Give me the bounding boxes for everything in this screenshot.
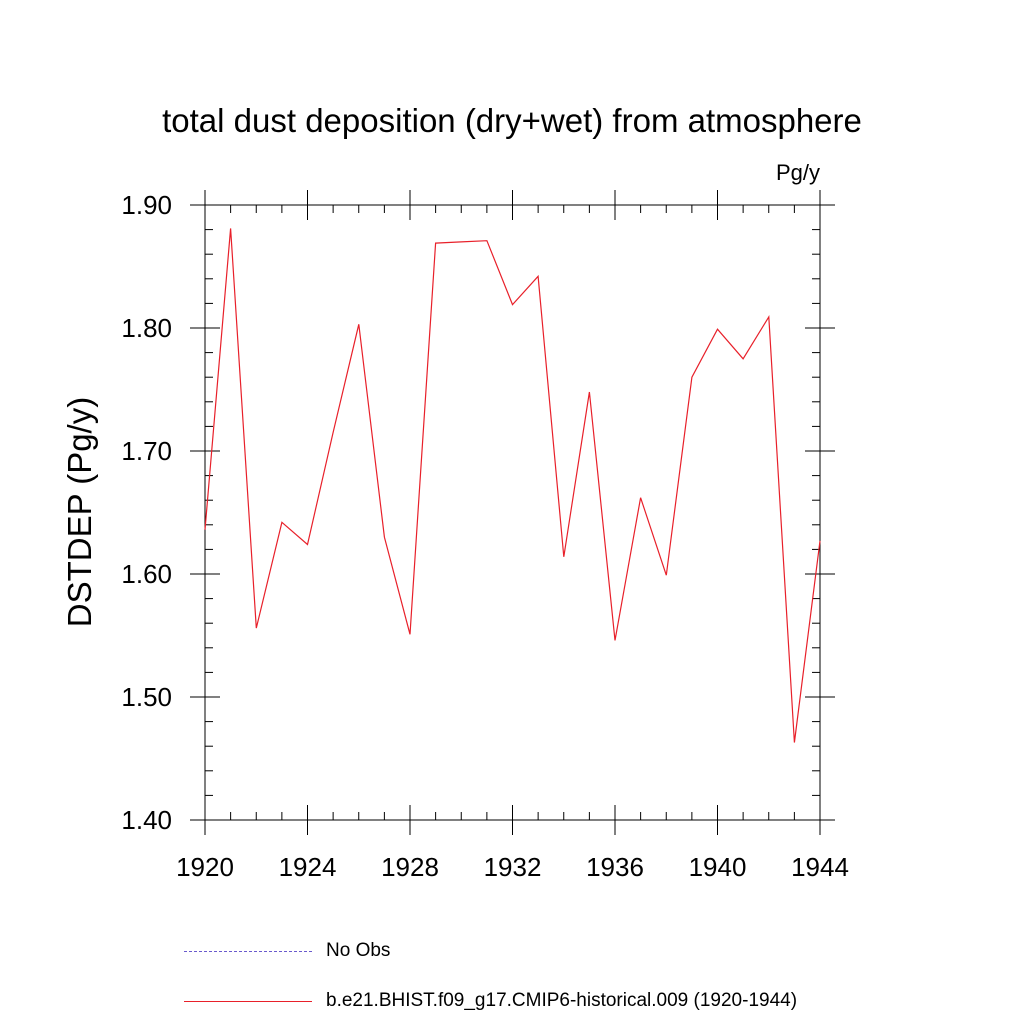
- x-tick-label: 1932: [484, 852, 542, 882]
- y-axis-label: DSTDEP (Pg/y): [61, 397, 98, 627]
- legend-label-model: b.e21.BHIST.f09_g17.CMIP6-historical.009…: [326, 990, 798, 1011]
- legend-label-no-obs: No Obs: [326, 940, 391, 961]
- y-tick-label: 1.80: [121, 313, 172, 343]
- tick-labels: 1920 1924 1928 1932 1936 1940 1944 1.40 1.50 1.60…: [121, 190, 849, 882]
- x-tick-label: 1940: [689, 852, 747, 882]
- x-tick-label: 1936: [586, 852, 644, 882]
- units-label: Pg/y: [776, 160, 820, 185]
- plot-frame: [204, 204, 821, 821]
- axis-ticks: [190, 190, 835, 835]
- legend-item-no-obs: No Obs: [184, 940, 390, 962]
- y-tick-label: 1.70: [121, 436, 172, 466]
- x-tick-label: 1928: [381, 852, 439, 882]
- legend-swatch-dashed: [184, 950, 312, 952]
- y-tick-label: 1.50: [121, 682, 172, 712]
- legend-swatch-solid: [184, 1000, 312, 1002]
- y-tick-label: 1.40: [121, 805, 172, 835]
- chart-title: total dust deposition (dry+wet) from atm…: [162, 102, 862, 139]
- x-tick-label: 1920: [176, 852, 234, 882]
- y-tick-label: 1.90: [121, 190, 172, 220]
- series-line: [204, 228, 821, 743]
- y-tick-label: 1.60: [121, 559, 172, 589]
- x-tick-label: 1944: [791, 852, 849, 882]
- x-tick-label: 1924: [279, 852, 337, 882]
- series-layer: [204, 228, 821, 743]
- legend-item-model: b.e21.BHIST.f09_g17.CMIP6-historical.009…: [184, 990, 797, 1012]
